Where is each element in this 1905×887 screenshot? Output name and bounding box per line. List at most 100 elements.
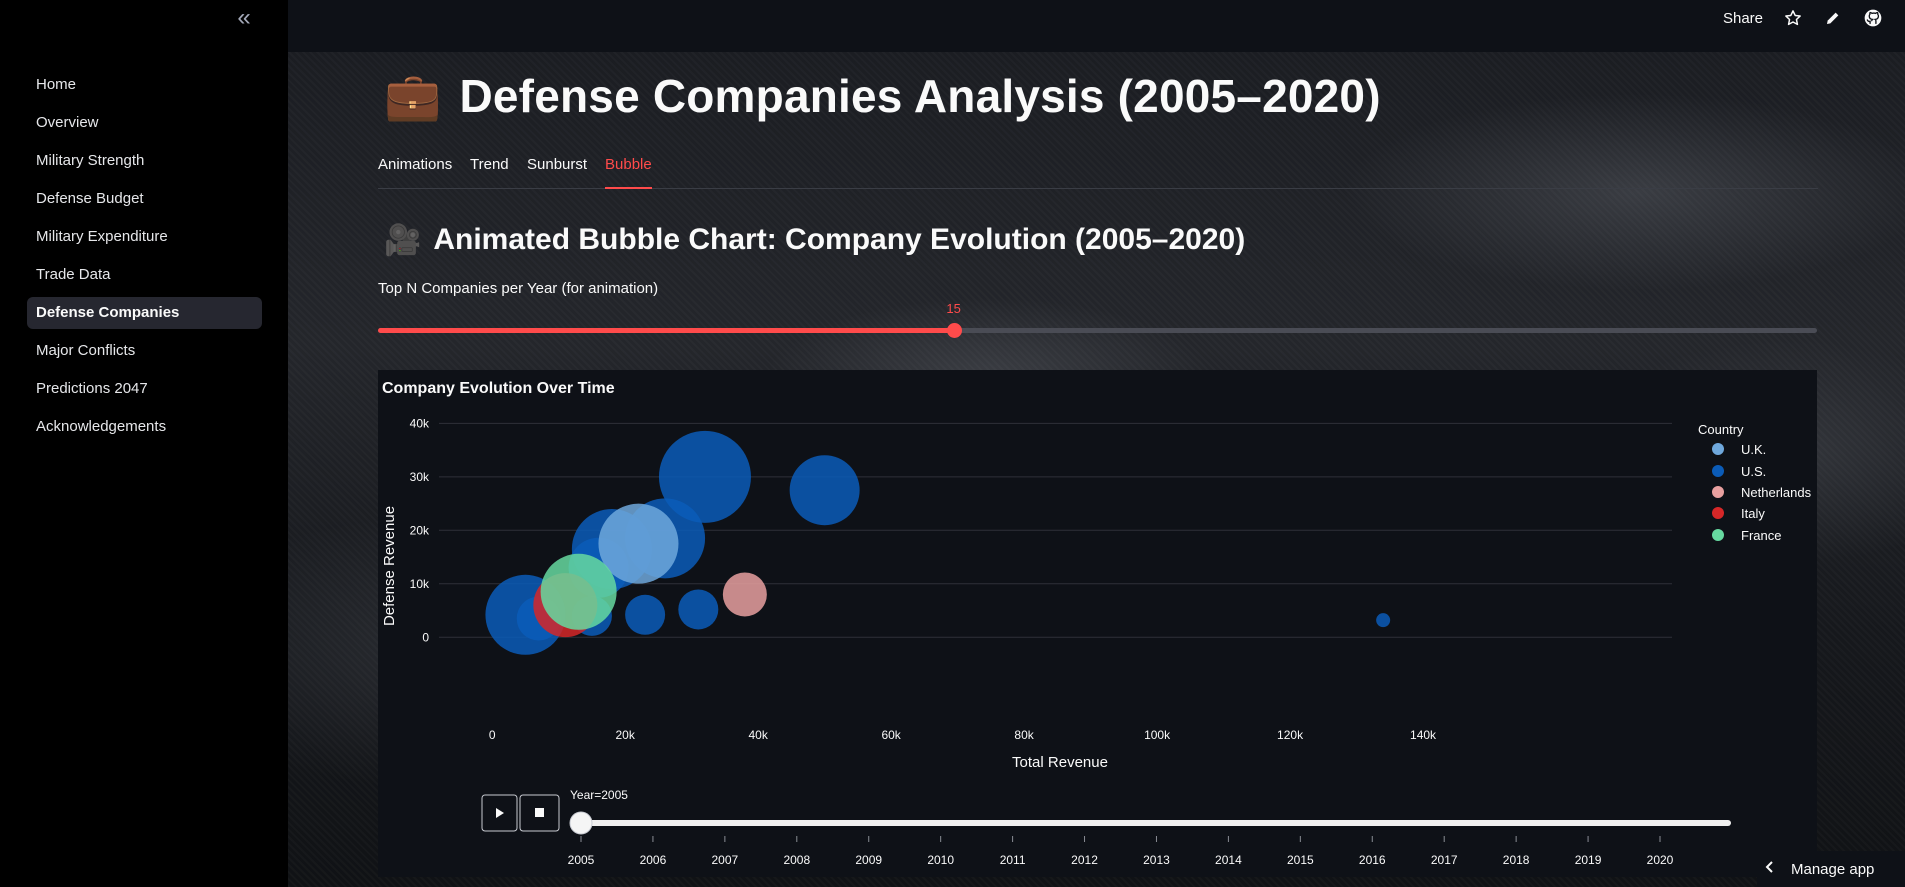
legend-item-netherlands[interactable]: Netherlands — [1712, 485, 1812, 500]
sidebar-item-major-conflicts[interactable]: Major Conflicts — [36, 342, 136, 359]
tab-animations[interactable]: Animations — [378, 156, 453, 173]
stop-icon — [535, 808, 544, 817]
movie-camera-icon: 🎥 — [384, 223, 422, 257]
stop-button[interactable] — [519, 794, 560, 832]
legend-title: Country — [1698, 422, 1744, 437]
bubble-us[interactable] — [625, 594, 666, 635]
chart-title: Company Evolution Over Time — [382, 380, 615, 397]
bubble-uk[interactable] — [598, 503, 679, 584]
year-tick-label: 2010 — [927, 853, 954, 867]
year-tick-label: 2014 — [1215, 853, 1242, 867]
y-tick-label: 10k — [410, 577, 430, 591]
briefcase-icon: 💼 — [384, 69, 442, 122]
sidebar-item-defense-budget[interactable]: Defense Budget — [36, 190, 144, 207]
sidebar-item-military-expenditure[interactable]: Military Expenditure — [36, 228, 168, 245]
legend-item-france[interactable]: France — [1712, 528, 1781, 543]
year-tick-label: 2018 — [1503, 853, 1530, 867]
sidebar-item-military-strength[interactable]: Military Strength — [36, 152, 145, 169]
sidebar-item-defense-companies[interactable]: Defense Companies — [27, 297, 262, 329]
x-tick-label: 140k — [1410, 728, 1437, 742]
x-tick-label: 20k — [615, 728, 635, 742]
year-slider-track[interactable] — [570, 820, 1731, 826]
legend-label-netherlands: Netherlands — [1741, 485, 1812, 500]
collapse-sidebar-icon[interactable]: « — [237, 4, 251, 31]
legend-item-uk[interactable]: U.K. — [1712, 442, 1766, 457]
manage-app-label: Manage app — [1791, 860, 1875, 878]
legend-label-france: France — [1741, 528, 1781, 543]
x-axis-label: Total Revenue — [1012, 754, 1108, 771]
top-n-slider-fill — [378, 328, 954, 333]
bubble-netherlands[interactable] — [722, 572, 767, 617]
y-tick-label: 20k — [410, 523, 430, 537]
year-tick-label: 2009 — [855, 853, 882, 867]
top-n-slider-label: Top N Companies per Year (for animation) — [378, 280, 659, 297]
year-slider-thumb[interactable] — [569, 811, 593, 835]
bubble-us[interactable] — [1376, 613, 1391, 628]
share-button[interactable]: Share — [1722, 9, 1763, 27]
x-tick-label: 80k — [1014, 728, 1034, 742]
y-axis-label: Defense Revenue — [381, 506, 398, 626]
legend-item-italy[interactable]: Italy — [1712, 506, 1765, 521]
bubble-chart: Company Evolution Over Time 0 10k 20k 30k 40… — [381, 380, 1812, 867]
grid-layer: 0 10k 20k 30k 40k 0 20k 40k 60k 80k 100k 120k 140k — [410, 416, 1672, 742]
bubble-chart-panel: Company Evolution Over Time 0 10k 20k 30k 40… — [378, 370, 1817, 877]
bubble-us[interactable] — [678, 589, 719, 630]
y-tick-label: 0 — [422, 630, 429, 644]
legend-swatch-france — [1712, 529, 1724, 541]
sidebar: « Home Overview Military Strength Defens… — [0, 0, 288, 887]
play-button[interactable] — [481, 794, 518, 832]
year-tick-label: 2017 — [1431, 853, 1458, 867]
pencil-icon[interactable] — [1823, 8, 1843, 28]
legend-label-italy: Italy — [1741, 506, 1765, 521]
x-tick-label: 120k — [1277, 728, 1304, 742]
year-tick-label: 2011 — [1000, 853, 1026, 867]
x-tick-label: 100k — [1144, 728, 1171, 742]
top-n-slider[interactable]: 15 — [378, 301, 1817, 338]
year-tick-label: 2016 — [1359, 853, 1386, 867]
sidebar-item-acknowledgements[interactable]: Acknowledgements — [36, 418, 167, 435]
github-icon[interactable] — [1863, 8, 1883, 28]
page-title-text: Defense Companies Analysis (2005–2020) — [459, 70, 1381, 122]
page-title: 💼 Defense Companies Analysis (2005–2020) — [384, 66, 1381, 126]
y-tick-label: 30k — [410, 470, 430, 484]
legend-swatch-uk — [1712, 443, 1724, 455]
tab-bubble[interactable]: Bubble — [605, 156, 652, 189]
y-tick-label: 40k — [410, 416, 430, 430]
sidebar-item-overview[interactable]: Overview — [36, 114, 99, 131]
year-tick-label: 2012 — [1071, 853, 1098, 867]
year-tick-label: 2013 — [1143, 853, 1170, 867]
manage-app-button[interactable]: Manage app — [1757, 851, 1905, 887]
bubble-france[interactable] — [540, 553, 617, 630]
sidebar-item-trade-data[interactable]: Trade Data — [36, 266, 111, 283]
star-icon[interactable] — [1783, 8, 1803, 28]
sidebar-nav: Home Overview Military Strength Defense … — [27, 69, 262, 449]
app-header: Share — [288, 0, 1905, 52]
sidebar-item-home[interactable]: Home — [36, 76, 77, 93]
top-n-slider-thumb[interactable] — [946, 323, 962, 338]
section-title: 🎥 Animated Bubble Chart: Company Evoluti… — [384, 220, 1245, 260]
legend-label-uk: U.K. — [1741, 442, 1766, 457]
top-n-slider-value: 15 — [946, 301, 961, 316]
year-tick-label: 2008 — [783, 853, 810, 867]
legend-label-us: U.S. — [1741, 464, 1766, 479]
legend-swatch-us — [1712, 465, 1724, 477]
tab-sunburst[interactable]: Sunburst — [527, 156, 588, 173]
bubble-us[interactable] — [789, 455, 860, 526]
x-tick-label: 40k — [748, 728, 768, 742]
legend-item-us[interactable]: U.S. — [1712, 464, 1766, 479]
tab-trend[interactable]: Trend — [470, 156, 509, 173]
legend: Country U.K. U.S. Netherlands Italy Fran… — [1698, 422, 1812, 543]
x-tick-label: 60k — [881, 728, 901, 742]
year-tick-label: 2019 — [1575, 853, 1602, 867]
bubble-layer — [485, 430, 1391, 655]
year-tick-label: 2007 — [712, 853, 739, 867]
sidebar-item-predictions-2047[interactable]: Predictions 2047 — [36, 380, 148, 397]
year-slider-ticks: 2005 2006 2007 2008 2009 2010 2011 2012 2013 2014… — [568, 836, 1674, 867]
year-tick-label: 2005 — [568, 853, 595, 867]
chevron-left-icon — [1763, 860, 1777, 878]
header-actions: Share — [1723, 0, 1883, 36]
tab-bar: Animations Trend Sunburst Bubble — [378, 152, 1818, 189]
legend-swatch-netherlands — [1712, 486, 1724, 498]
year-tick-label: 2006 — [640, 853, 667, 867]
bubble-us[interactable] — [658, 430, 751, 523]
